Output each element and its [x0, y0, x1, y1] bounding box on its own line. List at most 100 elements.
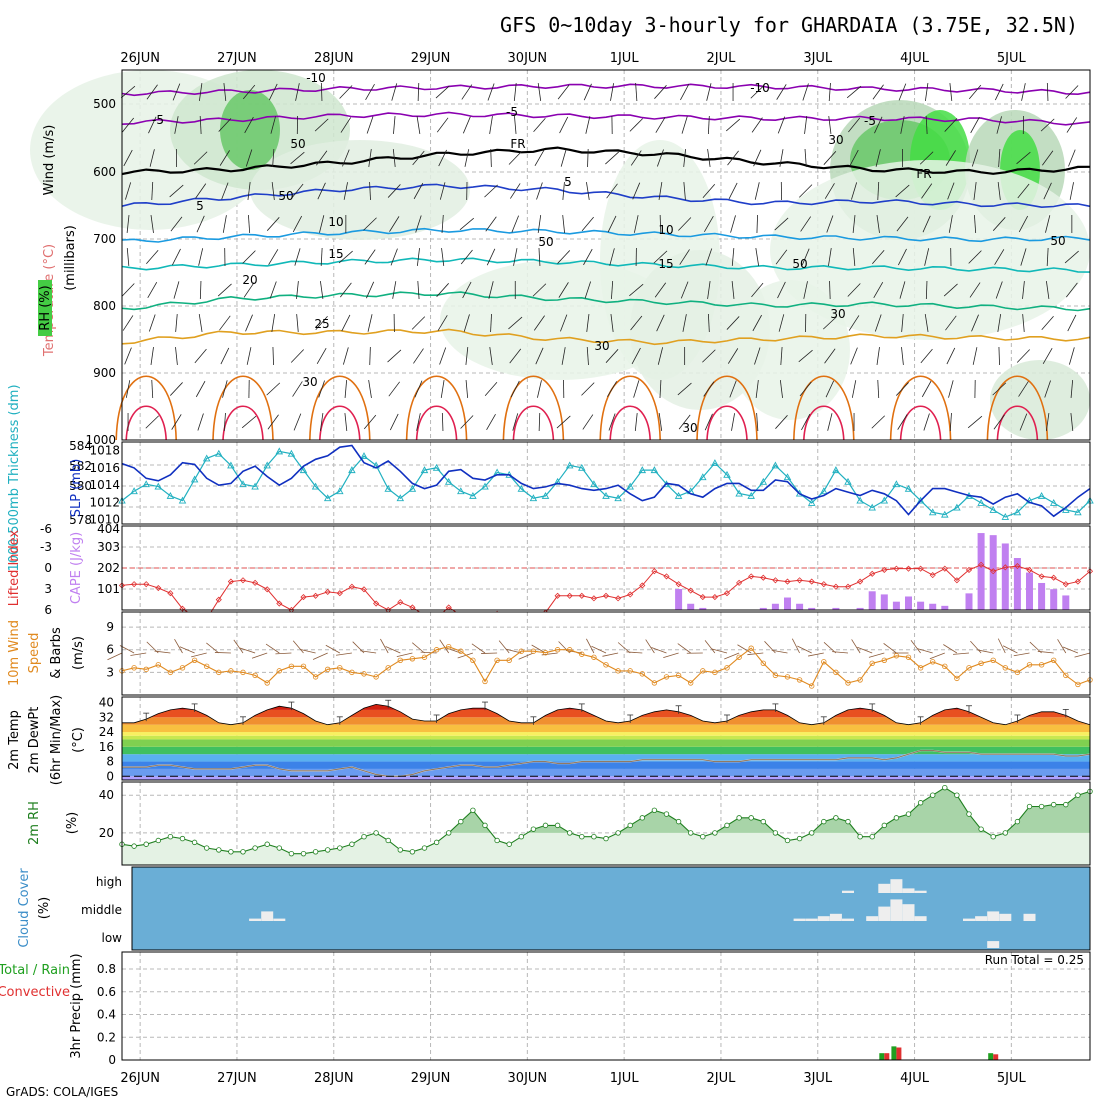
rh-label: 30 — [594, 339, 609, 353]
wind-barb — [266, 217, 280, 231]
wind-barb — [972, 347, 978, 365]
wind10m-marker — [191, 657, 198, 663]
wind-barb — [490, 313, 492, 333]
thickness-marker — [299, 466, 308, 474]
wind10m-marker — [1075, 681, 1081, 688]
lifted-index-marker — [978, 561, 985, 568]
cape-bar — [977, 533, 985, 610]
rh2m-marker — [421, 845, 428, 851]
lifted-index-marker — [252, 579, 259, 586]
rh2m-marker — [240, 849, 246, 855]
wind-barb — [532, 283, 547, 297]
contour-30 — [889, 375, 952, 441]
wind-barb — [852, 215, 856, 233]
wind-barb — [653, 250, 668, 264]
rh2m-marker — [978, 826, 984, 832]
rh2m-marker — [881, 822, 887, 829]
wind-barb — [484, 381, 498, 397]
wind-barb — [272, 346, 274, 366]
thickness-marker — [832, 466, 840, 474]
wind-barb — [702, 183, 716, 199]
wind-barb — [512, 413, 519, 431]
thickness-marker — [614, 494, 622, 502]
wind-barb — [147, 282, 158, 298]
wind10m-marker — [905, 654, 912, 660]
rh2m-marker — [663, 811, 670, 817]
lifted-index-marker — [578, 592, 585, 599]
wind10m-marker — [385, 665, 391, 671]
wind-barb — [654, 85, 667, 99]
label-total-rain: Total / Rain — [0, 963, 70, 978]
thickness-marker — [444, 477, 453, 485]
wind10m-marker — [591, 654, 597, 660]
rh2m-marker — [264, 841, 270, 847]
xtick-top: 27JUN — [217, 51, 257, 66]
wind-barb — [925, 280, 928, 300]
cloud-cell — [842, 918, 854, 921]
wind-barb — [872, 249, 885, 265]
wind-barb — [489, 347, 493, 365]
wind-barb — [413, 182, 424, 200]
ytick-temp2m: 24 — [99, 725, 114, 739]
wind10m-barb — [1002, 645, 1018, 654]
thickness-marker — [989, 506, 997, 513]
thickness-marker — [807, 498, 816, 506]
wind-barb — [802, 83, 809, 101]
rh2m-marker — [809, 830, 815, 836]
wind10m-marker — [1026, 662, 1033, 668]
wind10m-barb — [602, 652, 619, 657]
ytick-slp: 1012 — [89, 495, 120, 509]
wind-barb — [848, 315, 860, 331]
chart-title: GFS 0~10day 3-hourly for GHARDAIA (3.75E… — [500, 13, 1078, 37]
wind-barb — [947, 182, 955, 200]
wind10m-marker — [300, 663, 307, 670]
xtick-top: 28JUN — [314, 51, 354, 66]
wind-barb — [510, 183, 521, 199]
wind-barb — [1044, 380, 1051, 398]
ytick-li: 6 — [44, 603, 52, 617]
temp-band — [122, 761, 1090, 769]
thickness-marker — [590, 480, 598, 488]
lifted-index-marker — [748, 573, 755, 580]
wind-barb — [727, 348, 739, 364]
ytick-temp2m: 16 — [99, 740, 114, 754]
cloud-cell — [914, 916, 927, 921]
wind-barb — [969, 282, 981, 298]
wind-barb — [412, 150, 425, 166]
rh2m-marker — [191, 839, 198, 846]
wind-barb — [681, 116, 688, 134]
thickness-marker — [1037, 491, 1046, 499]
wind-barb — [656, 149, 664, 167]
wind-barb — [271, 182, 275, 200]
wind-barb — [753, 149, 762, 167]
wind-barb — [630, 150, 642, 166]
lifted-index-marker — [397, 599, 404, 606]
lifted-index-marker — [300, 594, 307, 601]
wind-barb — [658, 182, 663, 200]
wind-barb — [199, 115, 202, 135]
wind-barb — [533, 315, 545, 331]
thickness-marker — [856, 496, 864, 504]
rh2m-marker — [300, 850, 307, 857]
ytick-thickness: 580 — [69, 479, 92, 493]
wind-barb — [463, 314, 470, 332]
wind10m-barb — [997, 638, 1006, 654]
wind10m-barb — [396, 652, 413, 657]
lifted-index-marker — [1062, 581, 1069, 588]
thickness-marker — [880, 496, 889, 504]
wind10m-barb — [251, 652, 268, 659]
contour-line — [121, 146, 1091, 176]
wind-barb — [993, 414, 1005, 430]
cape-bar — [892, 601, 900, 610]
ytick-slp: 1016 — [89, 461, 120, 475]
wind-barb — [339, 282, 352, 298]
wind-barb — [316, 348, 327, 364]
wind-barb — [609, 248, 615, 266]
thickness-marker — [626, 482, 634, 490]
wind-barb — [393, 115, 396, 135]
wind-barb — [629, 118, 643, 132]
rh2m-marker — [1038, 803, 1045, 810]
wind10m-barb — [917, 648, 933, 654]
rh2m-marker — [603, 835, 609, 842]
wind-barb — [777, 281, 786, 299]
